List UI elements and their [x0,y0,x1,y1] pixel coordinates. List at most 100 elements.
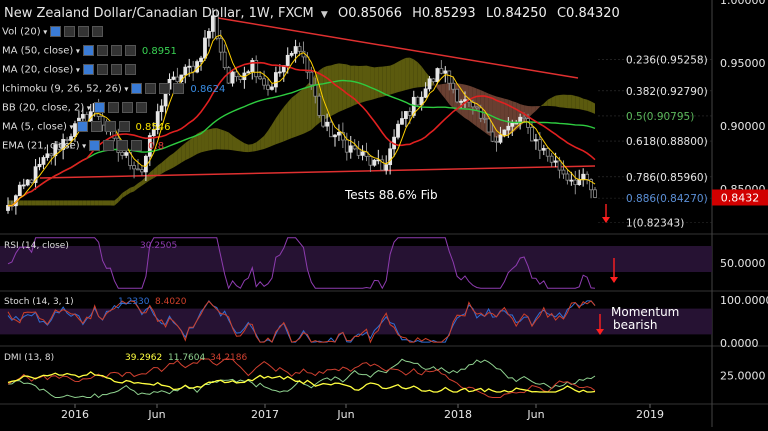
indicator-toggle-icon[interactable] [92,26,104,37]
ichimoku-cloud-segment [390,64,395,95]
indicator-toggle-icon[interactable] [124,45,136,56]
indicator-menu-icon[interactable]: ▾ [66,122,74,132]
candle-body [277,71,282,74]
indicator-toggle-icon[interactable] [159,83,171,94]
ichimoku-cloud-segment [185,140,190,161]
down-arrow-price-head [602,217,610,223]
ichimoku-cloud-segment [19,200,24,206]
indicator-row[interactable]: EMA (21, close) ▾ 0.8 [2,140,164,152]
ichimoku-cloud-segment [496,96,501,138]
ichimoku-cloud-segment [134,183,139,192]
time-tick-label: 2019 [636,408,664,421]
ichimoku-cloud-segment [39,200,44,206]
candle-body [258,76,263,80]
ichimoku-cloud-segment [535,106,540,111]
fib-level-label: 0.618(0.88800) [626,136,708,148]
indicator-row[interactable]: Ichimoku (9, 26, 52, 26) ▾ 0.8624 [2,83,225,95]
ichimoku-cloud-segment [287,97,292,140]
indicator-toggle-icon[interactable] [110,45,122,56]
indicator-toggle-icon[interactable] [131,83,143,94]
candle-body [447,70,452,84]
indicator-toggle-icon[interactable] [118,121,130,132]
indicator-toggle-icon[interactable] [89,140,101,151]
indicator-toggle-icon[interactable] [103,140,115,151]
candle-body [73,123,77,138]
candle-body [352,145,357,150]
ichimoku-cloud-segment [118,192,123,203]
fib-test-annotation: Tests 88.6% Fib [344,188,438,202]
ichimoku-cloud-segment [405,57,410,90]
ichimoku-cloud-segment [401,57,406,92]
indicator-menu-icon[interactable]: ▾ [84,103,91,113]
ichimoku-cloud-segment [378,66,383,98]
ichimoku-cloud-segment [201,130,205,153]
indicator-toggle-icon[interactable] [107,102,119,113]
candle-body [41,157,46,165]
candle-body [348,145,353,153]
indicator-menu-icon[interactable]: ▾ [73,46,80,56]
ichimoku-cloud-segment [67,200,72,206]
indicator-toggle-icon[interactable] [104,121,116,132]
ichimoku-cloud-segment [169,153,174,170]
indicator-toggle-icon[interactable] [93,102,105,113]
indicator-toggle-icon[interactable] [135,102,147,113]
ichimoku-cloud-segment [303,84,308,134]
candle-body [293,46,298,54]
high-label: H [412,6,422,21]
indicator-menu-icon[interactable]: ▾ [79,141,87,151]
indicator-row[interactable]: MA (20, close) ▾ [2,64,136,76]
indicator-row[interactable]: MA (5, close) ▾ 0.8546 [2,121,171,133]
ichimoku-cloud-segment [370,66,375,101]
candle-body [136,168,140,171]
symbol-dropdown-icon[interactable]: ▼ [320,10,328,20]
indicator-toggle-icon[interactable] [173,83,185,94]
candle-body [372,159,377,166]
rsi-label: RSI (14, close) [4,241,69,251]
indicator-label: Ichimoku (9, 26, 52, 26) [2,83,122,95]
indicator-toggle-icon[interactable] [64,26,76,37]
ichimoku-cloud-segment [583,98,588,111]
indicator-toggle-icon[interactable] [82,45,94,56]
indicator-menu-icon[interactable]: ▾ [121,84,129,94]
indicator-toggle-icon[interactable] [96,64,108,75]
ichimoku-cloud-segment [394,61,399,94]
ichimoku-cloud-segment [157,162,162,176]
ichimoku-cloud-segment [43,200,48,206]
ma5-line [7,34,596,207]
indicator-toggle-icon[interactable] [78,26,90,37]
candle-body [317,95,322,116]
indicator-menu-icon[interactable]: ▾ [73,65,80,75]
fib-level-label: 1(0.82343) [626,217,684,229]
ichimoku-cloud-segment [106,200,111,206]
ichimoku-cloud-segment [23,200,28,206]
indicator-toggle-icon[interactable] [96,45,108,56]
dmi-adx-line [7,371,596,393]
ichimoku-cloud-segment [441,83,446,99]
candle-body [33,166,38,183]
ichimoku-cloud-segment [197,131,202,154]
ichimoku-cloud-segment [86,200,91,206]
indicator-toggle-icon[interactable] [124,64,136,75]
indicator-menu-icon[interactable]: ▾ [40,27,48,37]
indicator-row[interactable]: MA (50, close) ▾ 0.8951 [2,45,177,57]
indicator-toggle-icon[interactable] [90,121,102,132]
indicator-toggle-icon[interactable] [110,64,122,75]
indicator-row[interactable]: Vol (20) ▾ [2,26,104,38]
indicator-toggle-icon[interactable] [50,26,62,37]
indicator-toggle-icon[interactable] [131,140,143,151]
low-label: L [485,6,494,21]
indicator-toggle-icon[interactable] [117,140,129,151]
indicator-toggle-icon[interactable] [121,102,133,113]
indicator-toggle-icon[interactable] [76,121,88,132]
ichimoku-cloud-segment [386,65,391,96]
indicator-row[interactable]: BB (20, close, 2) ▾ [2,102,147,114]
ichimoku-cloud-segment [433,82,438,89]
ichimoku-cloud-segment [587,99,592,113]
ichimoku-cloud-segment [342,63,347,111]
ichimoku-cloud-segment [78,200,83,206]
indicator-label: BB (20, close, 2) [2,102,85,114]
indicator-toggle-icon[interactable] [82,64,94,75]
indicator-toggle-icon[interactable] [145,83,157,94]
